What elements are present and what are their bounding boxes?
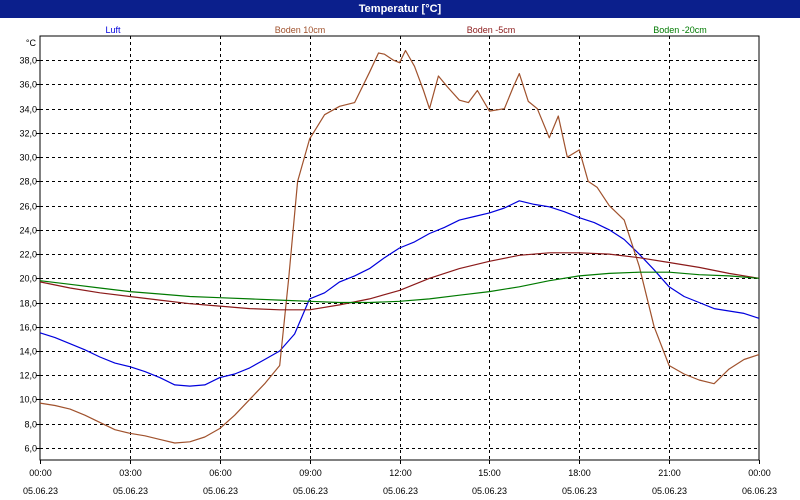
x-tick-time-label: 06:00 (209, 468, 232, 478)
y-tick-label: 20,0 (19, 274, 37, 284)
x-tick-date-label: 05.06.23 (562, 486, 597, 496)
y-tick-label: 18,0 (19, 299, 37, 309)
x-tick-time-label: 00:00 (748, 468, 771, 478)
y-tick-label: 38,0 (19, 56, 37, 66)
y-tick-label: 30,0 (19, 153, 37, 163)
y-tick-label: 16,0 (19, 323, 37, 333)
y-tick-label: 28,0 (19, 177, 37, 187)
y-tick-label: 12,0 (19, 371, 37, 381)
window-title: Temperatur [°C] (358, 3, 442, 15)
legend-entry: Boden -20cm (653, 25, 707, 35)
legend-entry: Boden 10cm (275, 25, 326, 35)
x-tick-time-label: 18:00 (568, 468, 591, 478)
y-axis-unit-label: °C (26, 38, 37, 48)
y-tick-label: 36,0 (19, 80, 37, 90)
series-line (39, 271, 760, 304)
y-tick-label: 6,0 (24, 444, 37, 454)
x-tick-date-label: 05.06.23 (293, 486, 328, 496)
y-tick-label: 34,0 (19, 105, 37, 115)
y-tick-label: 32,0 (19, 129, 37, 139)
x-tick-time-label: 21:00 (658, 468, 681, 478)
y-tick-label: 26,0 (19, 202, 37, 212)
x-tick-time-label: 09:00 (299, 468, 322, 478)
x-tick-time-label: 12:00 (389, 468, 412, 478)
x-tick-time-label: 15:00 (478, 468, 501, 478)
y-tick-label: 10,0 (19, 395, 37, 405)
legend-entry: Luft (105, 25, 121, 35)
y-tick-label: 22,0 (19, 250, 37, 260)
x-tick-time-label: 00:00 (29, 468, 52, 478)
y-tick-label: 14,0 (19, 347, 37, 357)
chart-area: 6,0 8,0 10,0 12,0 14,0 16,0 18,0 20,0 22,0 24,0 26… (0, 18, 800, 500)
x-tick-date-label: 05.06.23 (383, 486, 418, 496)
x-tick-date-label: 05.06.23 (23, 486, 58, 496)
legend-entry: Boden -5cm (467, 25, 516, 35)
x-tick-date-label: 05.06.23 (652, 486, 687, 496)
x-tick-time-label: 03:00 (119, 468, 142, 478)
x-tick-date-label: 05.06.23 (203, 486, 238, 496)
x-tick-date-label: 05.06.23 (472, 486, 507, 496)
x-tick-date-label: 06.06.23 (742, 486, 777, 496)
series-line (39, 49, 760, 444)
x-tick-date-label: 05.06.23 (113, 486, 148, 496)
y-tick-label: 24,0 (19, 226, 37, 236)
window-title-bar: Temperatur [°C] (0, 0, 800, 18)
temperature-chart: 6,0 8,0 10,0 12,0 14,0 16,0 18,0 20,0 22,0 24,0 26… (19, 25, 777, 496)
series-line (39, 252, 760, 311)
series-line (39, 200, 760, 387)
y-tick-label: 8,0 (24, 420, 37, 430)
